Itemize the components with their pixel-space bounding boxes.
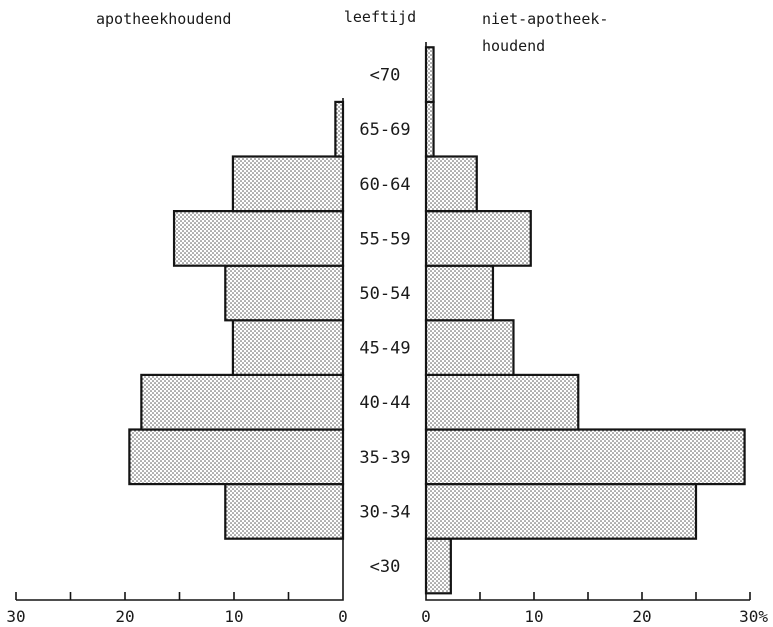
right-series-header-line2: houdend: [482, 37, 545, 55]
bar-right-<30: [424, 537, 452, 595]
right-tick-label-0: 0: [421, 607, 431, 626]
left-tick-label-30: 30: [6, 607, 25, 626]
category-label-40-44: 40-44: [359, 393, 410, 413]
category-label-<70: <70: [370, 66, 401, 86]
right-tick-label-30%: 30%: [739, 607, 768, 626]
bar-left-30-34: [224, 483, 345, 540]
left-tick-label-0: 0: [338, 607, 348, 626]
category-axis-header: leeftijd: [344, 8, 416, 26]
bar-left-55-59: [172, 210, 345, 267]
category-label-<30: <30: [370, 557, 401, 577]
left-series-header: apotheekhoudend: [96, 10, 231, 28]
bar-right-60-64: [424, 155, 478, 213]
category-label-60-64: 60-64: [359, 175, 410, 195]
left-x-axis-ticks: 30 20 10 0: [6, 607, 347, 626]
bar-left-45-49: [231, 319, 345, 376]
left-tick-label-10: 10: [224, 607, 243, 626]
category-label-45-49: 45-49: [359, 339, 410, 359]
bar-left-65-69: [334, 100, 345, 158]
category-label-30-34: 30-34: [359, 502, 410, 522]
bar-right-30-34: [424, 483, 698, 540]
right-series-bars: [424, 46, 746, 595]
right-tick-label-20: 20: [632, 607, 651, 626]
bar-right-55-59: [424, 210, 532, 267]
right-x-axis: [425, 42, 751, 601]
category-label-35-39: 35-39: [359, 448, 410, 468]
bar-right-<70: [424, 46, 435, 103]
bar-left-35-39: [128, 428, 345, 486]
category-label-65-69: 65-69: [359, 120, 410, 140]
bar-left-40-44: [140, 373, 345, 431]
right-x-axis-ticks: 0 10 20 30%: [421, 607, 768, 626]
bar-left-50-54: [224, 264, 345, 322]
bar-right-45-49: [424, 319, 515, 376]
category-labels: <30 30-34 35-39 40-44 45-49 50-54 55-59 60-64 65…: [359, 66, 410, 577]
left-tick-label-20: 20: [115, 607, 134, 626]
bar-right-65-69: [424, 100, 435, 158]
category-label-50-54: 50-54: [359, 284, 410, 304]
bar-left-60-64: [231, 155, 345, 213]
category-label-55-59: 55-59: [359, 229, 410, 249]
bar-right-50-54: [424, 264, 495, 322]
right-series-header-line1: niet-apotheek-: [482, 10, 608, 28]
left-x-axis: [15, 98, 344, 601]
right-tick-label-10: 10: [524, 607, 543, 626]
left-series-bars: [128, 100, 345, 540]
bar-right-40-44: [424, 373, 580, 431]
bar-right-35-39: [424, 428, 746, 486]
